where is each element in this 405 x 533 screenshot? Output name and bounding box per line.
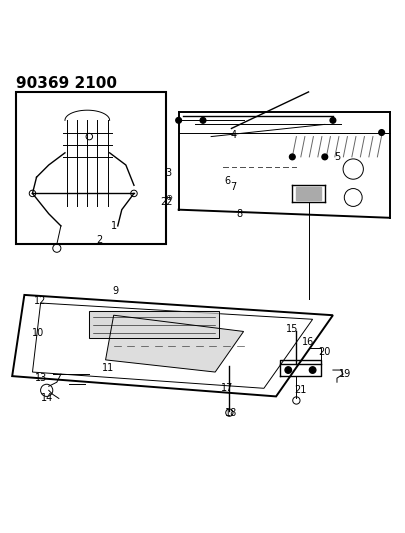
- Text: ⊕: ⊕: [164, 193, 172, 202]
- Circle shape: [175, 117, 181, 123]
- Bar: [89, 311, 219, 337]
- Text: 16: 16: [302, 337, 314, 346]
- Text: 8: 8: [236, 209, 242, 219]
- FancyBboxPatch shape: [16, 92, 166, 244]
- Text: 21: 21: [294, 385, 306, 395]
- Text: 20: 20: [318, 347, 330, 357]
- Text: 2: 2: [96, 235, 102, 245]
- Text: 13: 13: [34, 373, 47, 383]
- Circle shape: [200, 117, 205, 123]
- Text: 22: 22: [160, 197, 172, 207]
- Text: 10: 10: [32, 328, 45, 338]
- Text: 15: 15: [286, 325, 298, 334]
- Text: 17: 17: [221, 383, 233, 393]
- Text: 5: 5: [333, 152, 339, 162]
- Text: 9: 9: [112, 286, 119, 296]
- Text: 6: 6: [224, 176, 230, 186]
- Text: 18: 18: [225, 408, 237, 418]
- Circle shape: [378, 130, 384, 135]
- Circle shape: [309, 367, 315, 373]
- Text: 11: 11: [101, 363, 113, 373]
- Circle shape: [289, 154, 294, 160]
- Text: 14: 14: [40, 393, 53, 403]
- Text: 12: 12: [34, 296, 47, 306]
- Text: 1: 1: [110, 221, 117, 231]
- Circle shape: [321, 154, 327, 160]
- Text: 4: 4: [230, 130, 236, 140]
- Circle shape: [284, 367, 291, 373]
- Circle shape: [329, 117, 335, 123]
- Polygon shape: [105, 315, 243, 372]
- Bar: [296, 187, 320, 199]
- Text: 90369 2100: 90369 2100: [16, 76, 117, 91]
- Text: 3: 3: [165, 168, 171, 178]
- Text: 19: 19: [338, 369, 350, 379]
- Bar: [89, 311, 219, 337]
- Text: 7: 7: [230, 182, 236, 192]
